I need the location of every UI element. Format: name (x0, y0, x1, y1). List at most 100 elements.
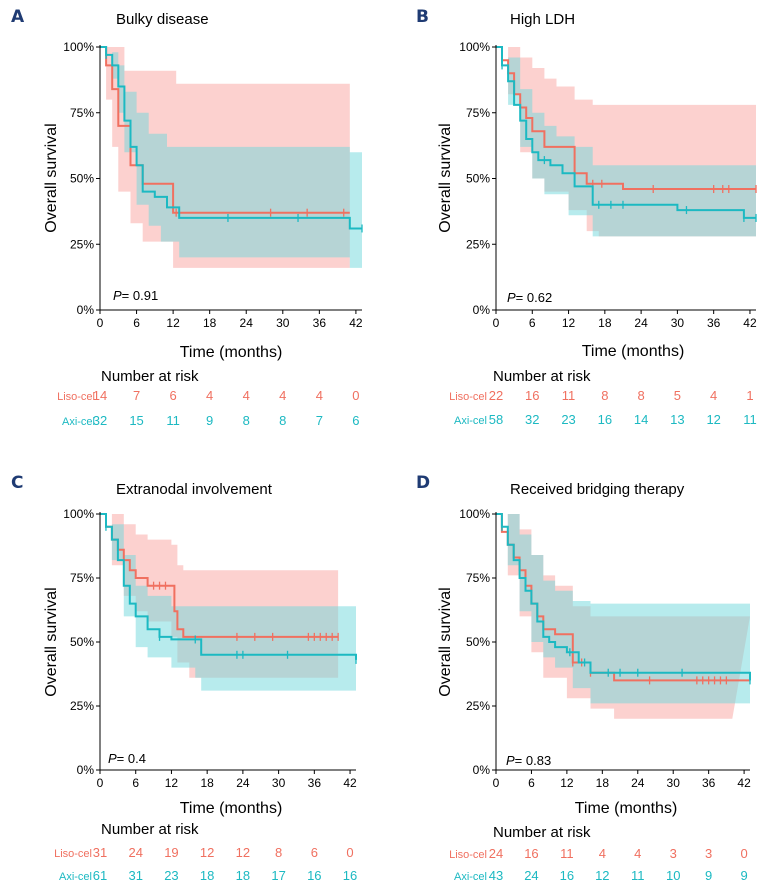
y-tick-label: 75% (70, 106, 94, 120)
risk-count-liso: 8 (637, 388, 644, 403)
risk-count-liso: 0 (740, 846, 747, 861)
risk-count-liso: 4 (599, 846, 606, 861)
axi-ci-band (496, 47, 756, 250)
x-axis-title: Time (months) (575, 800, 678, 817)
y-tick-label: 75% (70, 571, 94, 585)
risk-label-liso: Liso-cel (449, 391, 487, 403)
p-label: P (506, 753, 515, 768)
y-tick-label: 100% (459, 507, 490, 521)
x-axis-title: Time (months) (180, 344, 283, 361)
y-tick-label: 100% (63, 40, 94, 54)
risk-table-title: Number at risk (101, 821, 199, 838)
risk-table-title: Number at risk (493, 368, 591, 385)
x-tick-label: 6 (528, 776, 535, 790)
p-value: P= 0.62 (507, 290, 552, 305)
x-tick-label: 0 (97, 316, 104, 330)
y-tick-label: 25% (70, 237, 94, 251)
panel-letter: A (11, 7, 25, 27)
x-tick-label: 30 (667, 776, 681, 790)
risk-count-liso: 3 (705, 846, 712, 861)
risk-count-liso: 16 (524, 846, 538, 861)
x-tick-label: 36 (707, 316, 721, 330)
x-tick-label: 18 (596, 776, 610, 790)
risk-count-liso: 19 (164, 845, 178, 860)
risk-count-liso: 4 (279, 388, 286, 403)
risk-count-liso: 5 (674, 388, 681, 403)
x-tick-label: 18 (203, 316, 217, 330)
risk-label-liso: Liso-cel (57, 391, 95, 403)
axi-survival-line (496, 513, 751, 681)
risk-count-axi: 16 (560, 868, 574, 883)
p-value: P= 0.4 (108, 751, 146, 766)
risk-count-axi: 32 (93, 413, 107, 428)
y-tick-label: 100% (63, 507, 94, 521)
risk-count-axi: 9 (740, 868, 747, 883)
y-axis-title: Overall survival (437, 123, 454, 232)
risk-count-liso: 7 (133, 388, 140, 403)
risk-label-axi: Axi-cel (454, 415, 487, 427)
x-tick-label: 24 (240, 316, 254, 330)
risk-label-axi: Axi-cel (454, 871, 487, 883)
x-tick-label: 12 (166, 316, 180, 330)
risk-count-axi: 8 (243, 413, 250, 428)
risk-count-liso: 22 (489, 388, 503, 403)
risk-count-axi: 32 (525, 412, 539, 427)
risk-count-axi: 9 (206, 413, 213, 428)
p-value-text: = 0.83 (515, 753, 552, 768)
risk-count-liso: 4 (710, 388, 717, 403)
p-label: P (108, 751, 117, 766)
y-tick-label: 25% (70, 699, 94, 713)
x-tick-label: 12 (560, 776, 574, 790)
axi-ci-band (496, 514, 750, 724)
axi-survival-line (100, 46, 362, 230)
risk-count-axi: 43 (489, 868, 503, 883)
axi-survival-line (100, 513, 357, 660)
x-tick-label: 6 (132, 776, 139, 790)
risk-count-axi: 9 (705, 868, 712, 883)
x-tick-label: 42 (737, 776, 751, 790)
risk-table-title: Number at risk (101, 368, 199, 385)
x-axis-title: Time (months) (180, 800, 283, 817)
risk-count-axi: 23 (561, 412, 575, 427)
risk-count-liso: 4 (243, 388, 250, 403)
risk-count-liso: 8 (275, 845, 282, 860)
x-tick-label: 42 (343, 776, 357, 790)
x-tick-label: 36 (702, 776, 716, 790)
risk-count-liso: 24 (128, 845, 142, 860)
y-tick-label: 50% (70, 172, 94, 186)
panel-letter: B (416, 7, 429, 27)
risk-count-liso: 12 (236, 845, 250, 860)
y-tick-label: 25% (466, 237, 490, 251)
x-tick-label: 12 (562, 316, 576, 330)
y-axis-title: Overall survival (43, 123, 60, 232)
risk-count-liso: 11 (560, 846, 574, 861)
risk-count-axi: 10 (666, 868, 680, 883)
y-tick-label: 75% (466, 106, 490, 120)
x-tick-label: 30 (671, 316, 685, 330)
panel-title: High LDH (510, 11, 575, 28)
p-value-text: = 0.4 (117, 751, 146, 766)
risk-count-axi: 17 (271, 868, 285, 883)
axi-ci-band (100, 514, 356, 691)
risk-count-liso: 0 (346, 845, 353, 860)
risk-count-axi: 13 (670, 412, 684, 427)
risk-count-liso: 6 (311, 845, 318, 860)
y-axis-title: Overall survival (437, 587, 454, 696)
risk-count-axi: 16 (598, 412, 612, 427)
risk-count-axi: 18 (200, 868, 214, 883)
risk-count-liso: 3 (670, 846, 677, 861)
y-tick-label: 50% (466, 635, 490, 649)
risk-count-liso: 31 (93, 845, 107, 860)
risk-count-axi: 8 (279, 413, 286, 428)
panel-title: Received bridging therapy (510, 481, 685, 498)
y-tick-label: 50% (466, 172, 490, 186)
y-tick-label: 25% (466, 699, 490, 713)
risk-count-axi: 6 (352, 413, 359, 428)
y-tick-label: 50% (70, 635, 94, 649)
risk-count-liso: 6 (169, 388, 176, 403)
risk-label-liso: Liso-cel (449, 849, 487, 861)
risk-count-liso: 11 (562, 388, 576, 403)
risk-count-axi: 11 (743, 412, 757, 427)
